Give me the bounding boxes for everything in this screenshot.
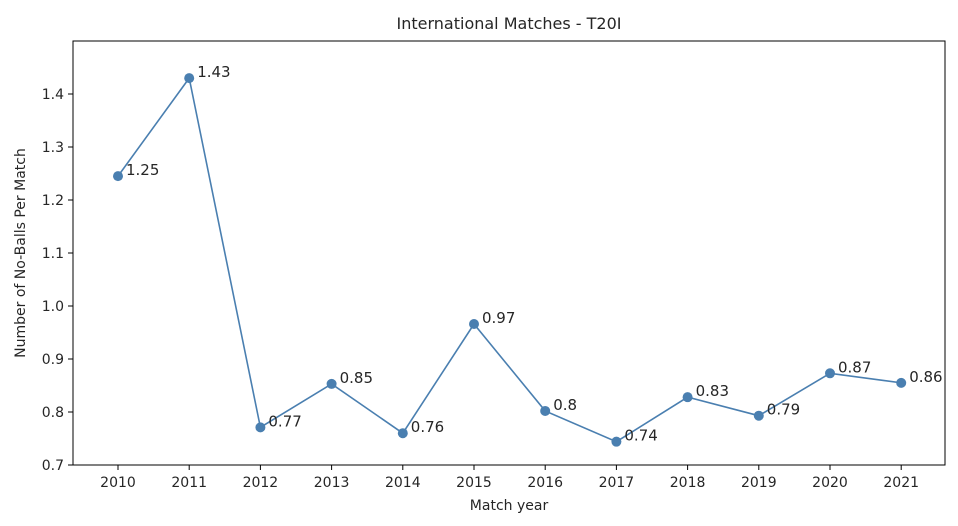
- x-axis: 2010 2011 2012 2013 2014 2015 2016 2017 2018 2019…: [100, 465, 919, 491]
- y-tick-label: 1.3: [42, 140, 64, 156]
- y-tick-label: 1.1: [42, 246, 64, 262]
- data-label: 0.86: [909, 368, 942, 386]
- y-tick-label: 0.9: [42, 352, 64, 368]
- data-point: [611, 436, 622, 447]
- x-tick-label: 2015: [456, 475, 492, 491]
- data-label: 0.76: [411, 418, 444, 436]
- y-axis-title: Number of No-Balls Per Match: [13, 148, 29, 358]
- y-axis: 0.7 0.8 0.9 1.0 1.1 1.2 1.3 1.4: [42, 87, 73, 474]
- data-point: [184, 73, 195, 84]
- plot-area: [72, 40, 946, 466]
- data-point: [397, 428, 408, 439]
- y-tick-label: 1.2: [42, 193, 64, 209]
- x-tick-label: 2020: [812, 475, 848, 491]
- data-label: 0.77: [268, 412, 301, 430]
- y-tick-label: 1.4: [42, 87, 64, 103]
- x-tick-label: 2017: [599, 475, 635, 491]
- y-tick-label: 0.8: [42, 405, 64, 421]
- data-label: 0.83: [696, 382, 729, 400]
- chart-title: International Matches - T20I: [397, 14, 622, 33]
- data-label: 0.8: [553, 396, 577, 414]
- data-label: 1.25: [126, 161, 159, 179]
- data-point: [469, 319, 479, 330]
- series-layer: [113, 73, 907, 447]
- data-label: 0.85: [340, 369, 373, 387]
- x-tick-label: 2014: [385, 475, 421, 491]
- x-tick-label: 2019: [741, 475, 777, 491]
- data-label: 0.79: [767, 401, 800, 419]
- data-point: [540, 405, 551, 416]
- x-tick-label: 2012: [243, 475, 279, 491]
- x-tick-label: 2011: [171, 475, 207, 491]
- data-label: 1.43: [197, 63, 230, 81]
- data-point: [255, 422, 266, 433]
- x-tick-label: 2018: [670, 475, 706, 491]
- x-tick-label: 2013: [314, 475, 350, 491]
- x-axis-title: Match year: [470, 498, 549, 514]
- x-tick-label: 2021: [883, 475, 919, 491]
- data-labels: 1.25 1.43 0.77 0.85 0.76 0.97 0.8 0.74 0.83 0.79 0…: [126, 63, 943, 445]
- data-point: [753, 410, 764, 421]
- data-point: [113, 171, 123, 182]
- y-tick-label: 0.7: [42, 458, 64, 474]
- x-tick-label: 2010: [100, 475, 136, 491]
- y-tick-label: 1.0: [42, 299, 64, 315]
- x-tick-label: 2016: [527, 475, 563, 491]
- data-label: 0.87: [838, 358, 871, 376]
- data-label: 0.97: [482, 309, 515, 327]
- data-label: 0.74: [624, 427, 657, 445]
- series-line: [117, 76, 902, 443]
- data-point: [682, 392, 693, 403]
- data-point: [896, 377, 907, 388]
- data-point: [326, 378, 337, 389]
- data-point: [825, 368, 835, 379]
